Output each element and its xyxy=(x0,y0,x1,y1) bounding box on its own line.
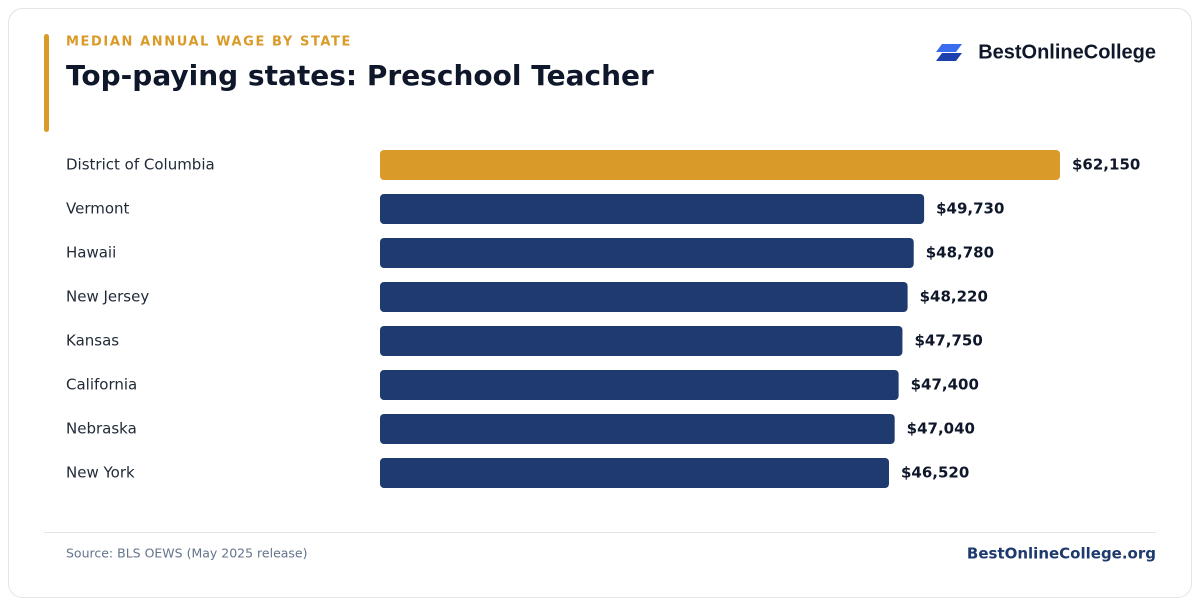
bar xyxy=(380,326,903,356)
kicker: MEDIAN ANNUAL WAGE BY STATE xyxy=(66,35,352,50)
bar xyxy=(380,282,908,312)
value-label: $48,780 xyxy=(926,244,994,262)
bar xyxy=(380,370,899,400)
category-label: California xyxy=(66,376,137,394)
category-label: Kansas xyxy=(66,332,119,350)
category-label: Nebraska xyxy=(66,420,137,438)
bars: District of Columbia $62,150 Vermont $49,73… xyxy=(66,150,1140,488)
value-label: $47,750 xyxy=(914,332,982,350)
bar xyxy=(380,414,895,444)
chart-title: Top-paying states: Preschool Teacher xyxy=(66,59,654,92)
category-label: New York xyxy=(66,464,135,482)
bar xyxy=(380,150,1060,180)
value-label: $62,150 xyxy=(1072,156,1140,174)
value-label: $47,040 xyxy=(907,420,975,438)
category-label: Hawaii xyxy=(66,244,116,262)
value-label: $48,220 xyxy=(920,288,988,306)
category-label: Vermont xyxy=(66,200,130,218)
source-note: Source: BLS OEWS (May 2025 release) xyxy=(66,546,308,561)
value-label: $49,730 xyxy=(936,200,1004,218)
value-label: $47,400 xyxy=(911,376,979,394)
accent-bar xyxy=(44,34,49,132)
footer-site: BestOnlineCollege.org xyxy=(967,545,1156,563)
logo-icon xyxy=(936,53,962,61)
brand-name: BestOnlineCollege xyxy=(978,41,1156,63)
category-label: New Jersey xyxy=(66,288,149,306)
value-label: $46,520 xyxy=(901,464,969,482)
brand-logo: BestOnlineCollege xyxy=(936,41,1156,63)
bar xyxy=(380,194,925,224)
logo-icon xyxy=(936,44,962,52)
bar xyxy=(380,238,914,268)
category-label: District of Columbia xyxy=(66,156,215,174)
bar xyxy=(380,458,889,488)
